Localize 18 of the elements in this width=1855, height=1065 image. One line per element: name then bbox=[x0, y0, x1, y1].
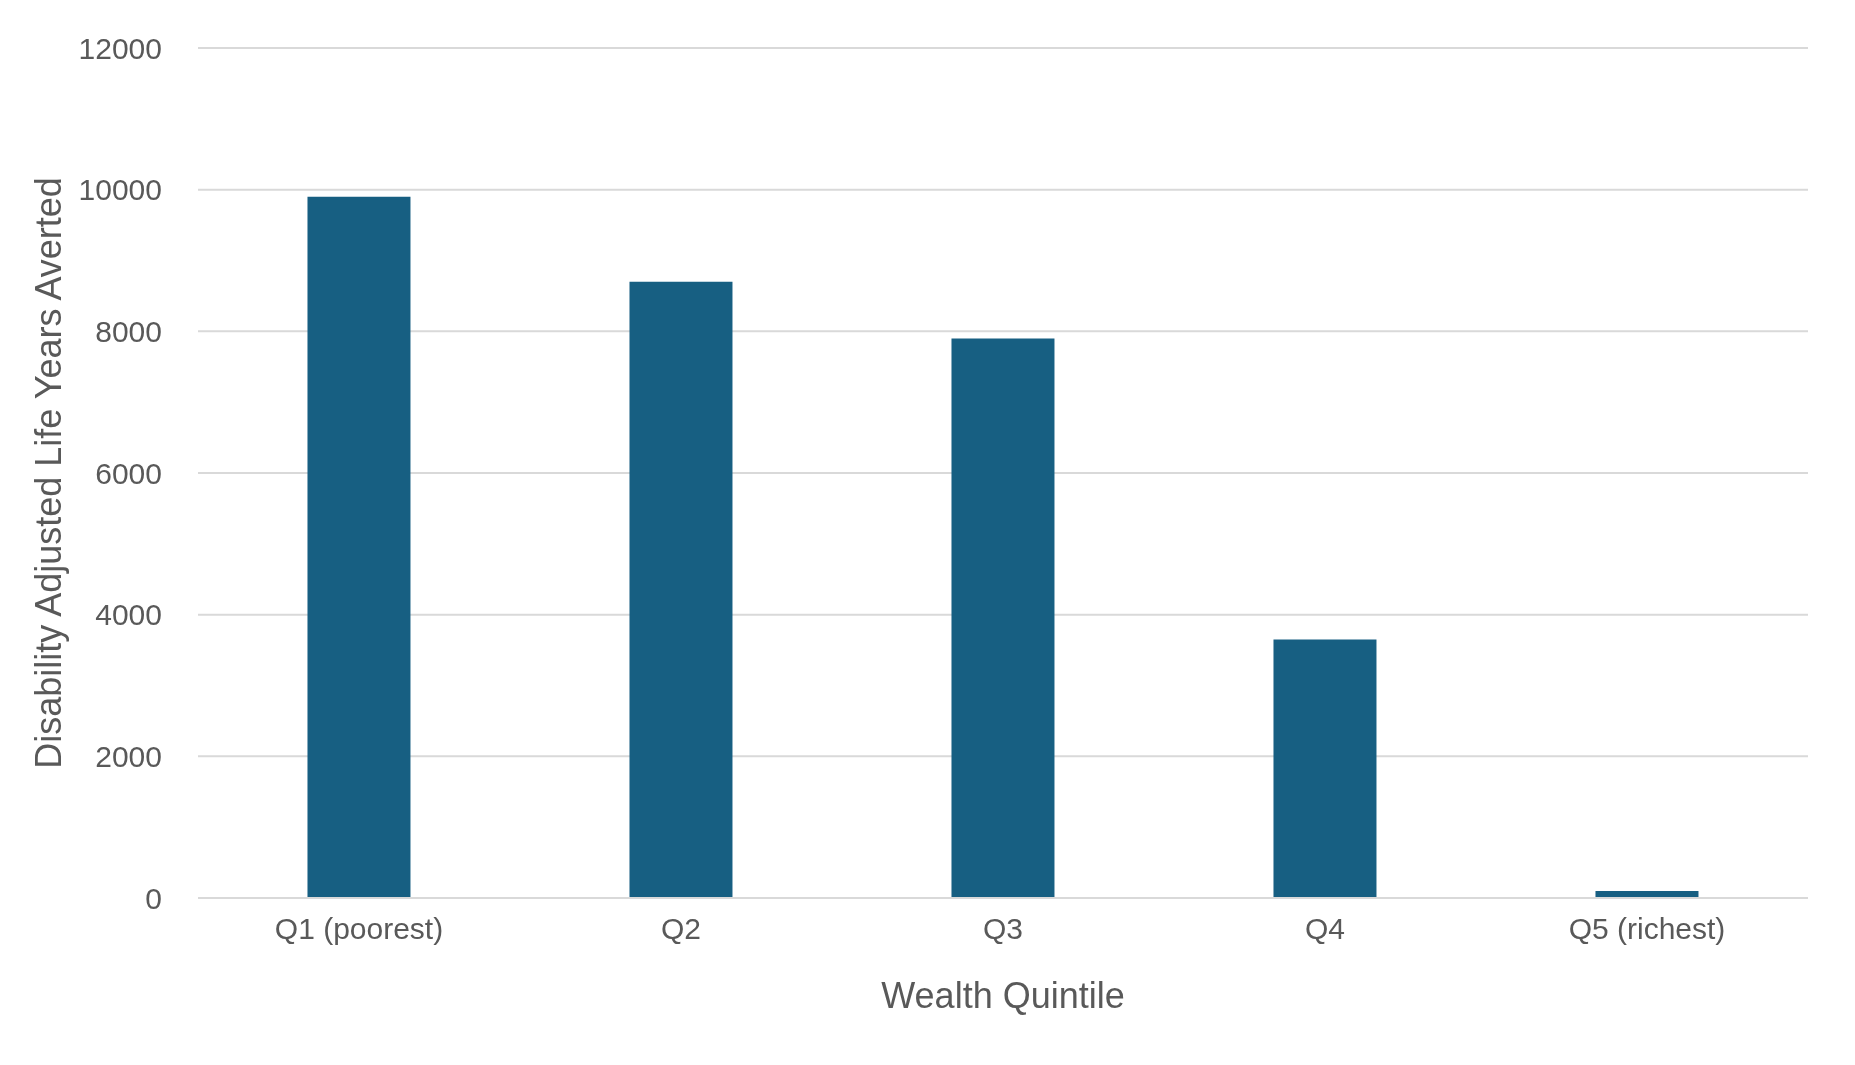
y-tick-label: 0 bbox=[145, 881, 162, 915]
y-tick-label: 6000 bbox=[95, 456, 162, 490]
x-tick-label: Q1 (poorest) bbox=[274, 912, 444, 946]
bar bbox=[629, 281, 733, 898]
y-tick-label: 10000 bbox=[78, 173, 162, 207]
bar bbox=[1273, 639, 1377, 898]
y-tick-label: 8000 bbox=[95, 314, 162, 348]
x-tick-label: Q5 (richest) bbox=[1568, 912, 1726, 946]
y-tick-label: 4000 bbox=[95, 598, 162, 632]
x-tick-label: Q4 bbox=[1304, 912, 1346, 946]
x-axis-title: Wealth Quintile bbox=[881, 975, 1125, 1016]
x-tick-label: Q3 bbox=[982, 912, 1024, 946]
bar bbox=[307, 196, 411, 898]
bar bbox=[951, 338, 1055, 898]
x-tick-label: Q2 bbox=[660, 912, 702, 946]
y-axis-title: Disability Adjusted Life Years Averted bbox=[27, 177, 69, 769]
y-tick-label: 12000 bbox=[78, 31, 162, 65]
y-tick-label: 2000 bbox=[95, 739, 162, 773]
